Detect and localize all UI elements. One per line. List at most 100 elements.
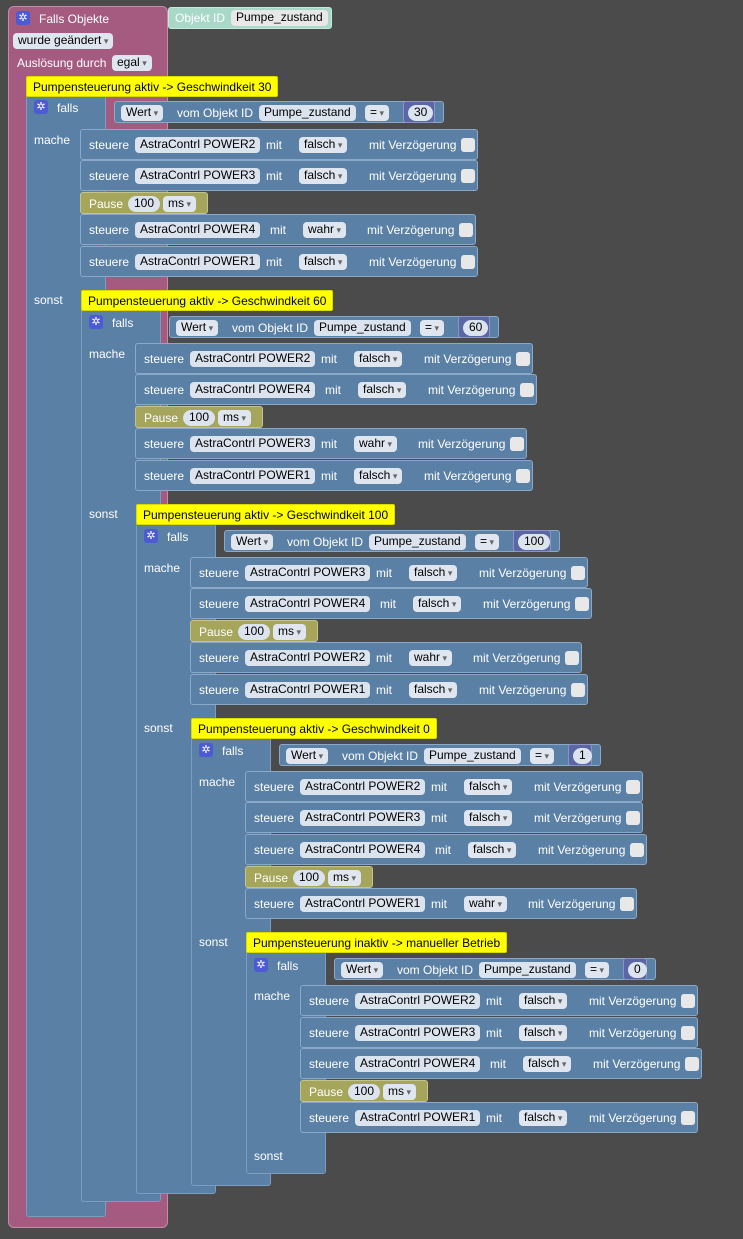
pause-block-100[interactable]: Pause 100 ms bbox=[190, 620, 318, 642]
value-dropdown[interactable]: falsch bbox=[468, 842, 517, 858]
value-dropdown[interactable]: falsch bbox=[409, 565, 458, 581]
delay-checkbox[interactable] bbox=[626, 811, 640, 825]
value-0[interactable]: 1 bbox=[573, 748, 592, 764]
delay-checkbox[interactable] bbox=[630, 843, 644, 857]
value-dropdown[interactable]: falsch bbox=[358, 382, 407, 398]
device-field[interactable]: AstraContrl POWER4 bbox=[245, 596, 371, 612]
objekt-field-100[interactable]: Pumpe_zustand bbox=[369, 534, 466, 550]
steuere-row-0-1[interactable]: steuere AstraContrl POWER2 mit falsch mi… bbox=[245, 771, 643, 802]
steuere-row-inaktiv-2[interactable]: steuere AstraContrl POWER3 mit falsch mi… bbox=[300, 1017, 698, 1048]
wert-dropdown-60[interactable]: Wert bbox=[176, 320, 219, 336]
condition-0[interactable]: Wert vom Objekt ID Pumpe_zustand = 1 bbox=[279, 744, 601, 766]
objekt-field-0[interactable]: Pumpe_zustand bbox=[424, 748, 521, 764]
device-field[interactable]: AstraContrl POWER4 bbox=[135, 222, 261, 238]
steuere-row-100-2[interactable]: steuere AstraContrl POWER4 mit falsch mi… bbox=[190, 588, 592, 619]
device-field[interactable]: AstraContrl POWER2 bbox=[245, 650, 371, 666]
if-gear-icon-inaktiv[interactable]: ✲ bbox=[254, 958, 268, 972]
device-field[interactable]: AstraContrl POWER1 bbox=[190, 468, 316, 484]
settings-gear-icon[interactable]: ✲ bbox=[16, 11, 30, 25]
pause-unit-dropdown[interactable]: ms bbox=[273, 624, 307, 640]
pause-block-inaktiv[interactable]: Pause 100 ms bbox=[300, 1080, 428, 1102]
op-dropdown-0[interactable]: = bbox=[530, 748, 555, 764]
device-field[interactable]: AstraContrl POWER2 bbox=[300, 779, 426, 795]
value-60[interactable]: 60 bbox=[463, 320, 489, 336]
value-inaktiv[interactable]: 0 bbox=[628, 962, 647, 978]
steuere-row-30-1[interactable]: steuere AstraContrl POWER2 mit falsch mi… bbox=[80, 129, 478, 160]
device-field[interactable]: AstraContrl POWER1 bbox=[300, 896, 426, 912]
device-field[interactable]: AstraContrl POWER1 bbox=[355, 1110, 481, 1126]
condition-30[interactable]: Wert vom Objekt ID Pumpe_zustand = 30 bbox=[114, 101, 444, 123]
delay-checkbox[interactable] bbox=[620, 897, 634, 911]
delay-checkbox[interactable] bbox=[510, 437, 524, 451]
steuere-row-60-4[interactable]: steuere AstraContrl POWER1 mit falsch mi… bbox=[135, 460, 533, 491]
device-field[interactable]: AstraContrl POWER2 bbox=[135, 137, 261, 153]
pause-value[interactable]: 100 bbox=[183, 410, 216, 426]
condition-60[interactable]: Wert vom Objekt ID Pumpe_zustand = 60 bbox=[169, 316, 499, 338]
device-field[interactable]: AstraContrl POWER4 bbox=[190, 382, 316, 398]
delay-checkbox[interactable] bbox=[681, 994, 695, 1008]
value-dropdown[interactable]: falsch bbox=[519, 993, 568, 1009]
value-dropdown[interactable]: falsch bbox=[299, 254, 348, 270]
value-dropdown[interactable]: falsch bbox=[519, 1025, 568, 1041]
objekt-field-inaktiv[interactable]: Pumpe_zustand bbox=[479, 962, 576, 978]
steuere-row-30-3[interactable]: steuere AstraContrl POWER4 mit wahr mit … bbox=[80, 214, 476, 245]
op-dropdown-30[interactable]: = bbox=[365, 105, 390, 121]
device-field[interactable]: AstraContrl POWER3 bbox=[190, 436, 316, 452]
pause-block-60[interactable]: Pause 100 ms bbox=[135, 406, 263, 428]
value-box-inaktiv[interactable]: 0 bbox=[623, 958, 647, 980]
value-100[interactable]: 100 bbox=[518, 534, 551, 550]
value-30[interactable]: 30 bbox=[408, 105, 434, 121]
value-box-60[interactable]: 60 bbox=[458, 316, 490, 338]
steuere-row-60-3[interactable]: steuere AstraContrl POWER3 mit wahr mit … bbox=[135, 428, 527, 459]
delay-checkbox[interactable] bbox=[461, 138, 475, 152]
delay-checkbox[interactable] bbox=[571, 566, 585, 580]
steuere-row-100-1[interactable]: steuere AstraContrl POWER3 mit falsch mi… bbox=[190, 557, 588, 588]
value-dropdown[interactable]: wahr bbox=[354, 436, 398, 452]
value-dropdown[interactable]: falsch bbox=[299, 168, 348, 184]
object-id-input[interactable]: Objekt ID Pumpe_zustand bbox=[168, 7, 332, 29]
trigger-dropdown[interactable]: egal bbox=[112, 55, 152, 71]
value-dropdown[interactable]: falsch bbox=[464, 810, 513, 826]
delay-checkbox[interactable] bbox=[520, 383, 534, 397]
value-dropdown[interactable]: wahr bbox=[303, 222, 347, 238]
pause-block-0[interactable]: Pause 100 ms bbox=[245, 866, 373, 888]
if-gear-icon-60[interactable]: ✲ bbox=[89, 315, 103, 329]
pause-value[interactable]: 100 bbox=[348, 1084, 381, 1100]
delay-checkbox[interactable] bbox=[516, 469, 530, 483]
objekt-field-30[interactable]: Pumpe_zustand bbox=[259, 105, 356, 121]
value-dropdown[interactable]: falsch bbox=[413, 596, 462, 612]
wert-dropdown-0[interactable]: Wert bbox=[286, 748, 329, 764]
condition-inaktiv[interactable]: Wert vom Objekt ID Pumpe_zustand = 0 bbox=[334, 958, 656, 980]
value-dropdown[interactable]: wahr bbox=[409, 650, 453, 666]
steuere-row-30-2[interactable]: steuere AstraContrl POWER3 mit falsch mi… bbox=[80, 160, 478, 191]
delay-checkbox[interactable] bbox=[575, 597, 589, 611]
pause-value[interactable]: 100 bbox=[293, 870, 326, 886]
pause-unit-dropdown[interactable]: ms bbox=[163, 196, 197, 212]
steuere-row-0-3[interactable]: steuere AstraContrl POWER4 mit falsch mi… bbox=[245, 834, 647, 865]
op-dropdown-60[interactable]: = bbox=[420, 320, 445, 336]
value-dropdown[interactable]: falsch bbox=[299, 137, 348, 153]
steuere-row-0-2[interactable]: steuere AstraContrl POWER3 mit falsch mi… bbox=[245, 802, 643, 833]
value-dropdown[interactable]: falsch bbox=[464, 779, 513, 795]
steuere-row-0-4[interactable]: steuere AstraContrl POWER1 mit wahr mit … bbox=[245, 888, 637, 919]
steuere-row-inaktiv-4[interactable]: steuere AstraContrl POWER1 mit falsch mi… bbox=[300, 1102, 698, 1133]
if-gear-icon-30[interactable]: ✲ bbox=[34, 100, 48, 114]
value-box-30[interactable]: 30 bbox=[403, 101, 435, 123]
value-box-100[interactable]: 100 bbox=[513, 530, 551, 552]
objekt-field-60[interactable]: Pumpe_zustand bbox=[314, 320, 411, 336]
value-dropdown[interactable]: falsch bbox=[519, 1110, 568, 1126]
value-dropdown[interactable]: falsch bbox=[354, 468, 403, 484]
steuere-row-inaktiv-3[interactable]: steuere AstraContrl POWER4 mit falsch mi… bbox=[300, 1048, 702, 1079]
delay-checkbox[interactable] bbox=[626, 780, 640, 794]
device-field[interactable]: AstraContrl POWER3 bbox=[355, 1025, 481, 1041]
pause-unit-dropdown[interactable]: ms bbox=[218, 410, 252, 426]
wert-dropdown-30[interactable]: Wert bbox=[121, 105, 164, 121]
steuere-row-60-2[interactable]: steuere AstraContrl POWER4 mit falsch mi… bbox=[135, 374, 537, 405]
wert-dropdown-100[interactable]: Wert bbox=[231, 534, 274, 550]
device-field[interactable]: AstraContrl POWER3 bbox=[245, 565, 371, 581]
device-field[interactable]: AstraContrl POWER3 bbox=[135, 168, 261, 184]
device-field[interactable]: AstraContrl POWER4 bbox=[300, 842, 426, 858]
value-dropdown[interactable]: falsch bbox=[523, 1056, 572, 1072]
delay-checkbox[interactable] bbox=[461, 169, 475, 183]
delay-checkbox[interactable] bbox=[571, 683, 585, 697]
